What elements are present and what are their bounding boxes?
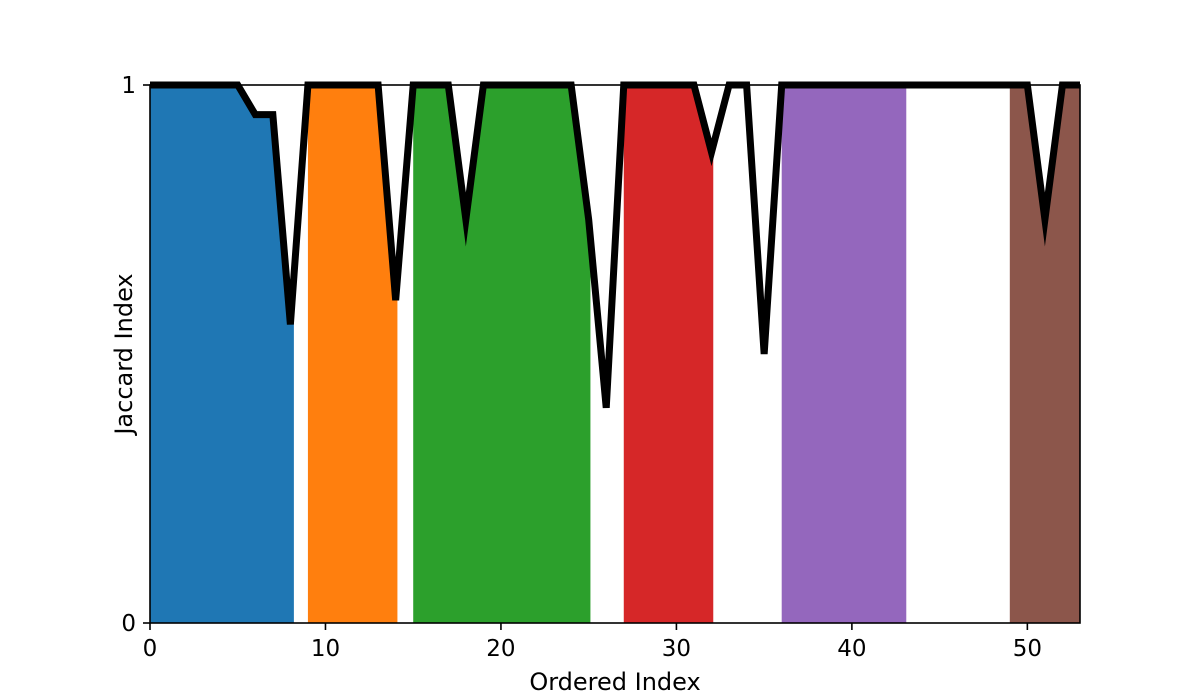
x-tick-label: 10 (311, 636, 340, 662)
x-axis-label: Ordered Index (529, 668, 700, 696)
plot-frame (149, 84, 1081, 624)
cluster-area-3 (413, 85, 591, 623)
cluster-area-4 (623, 85, 714, 623)
cluster-area-1 (150, 85, 294, 623)
x-tick-label: 0 (143, 636, 158, 662)
cluster-area-5 (781, 85, 907, 623)
x-tick-label: 40 (837, 636, 866, 662)
x-tick-label: 50 (1013, 636, 1042, 662)
y-tick-label: 0 (121, 611, 136, 637)
cluster-area-6 (1009, 85, 1080, 623)
x-tick-label: 30 (662, 636, 691, 662)
x-tick-label: 20 (486, 636, 515, 662)
axes: 0 10 20 30 40 50 0 1 (121, 73, 1081, 662)
cluster-area-2 (307, 85, 398, 623)
cluster-areas (150, 85, 1080, 623)
y-tick-label: 1 (121, 73, 136, 99)
y-axis-label: Jaccard Index (110, 273, 138, 436)
